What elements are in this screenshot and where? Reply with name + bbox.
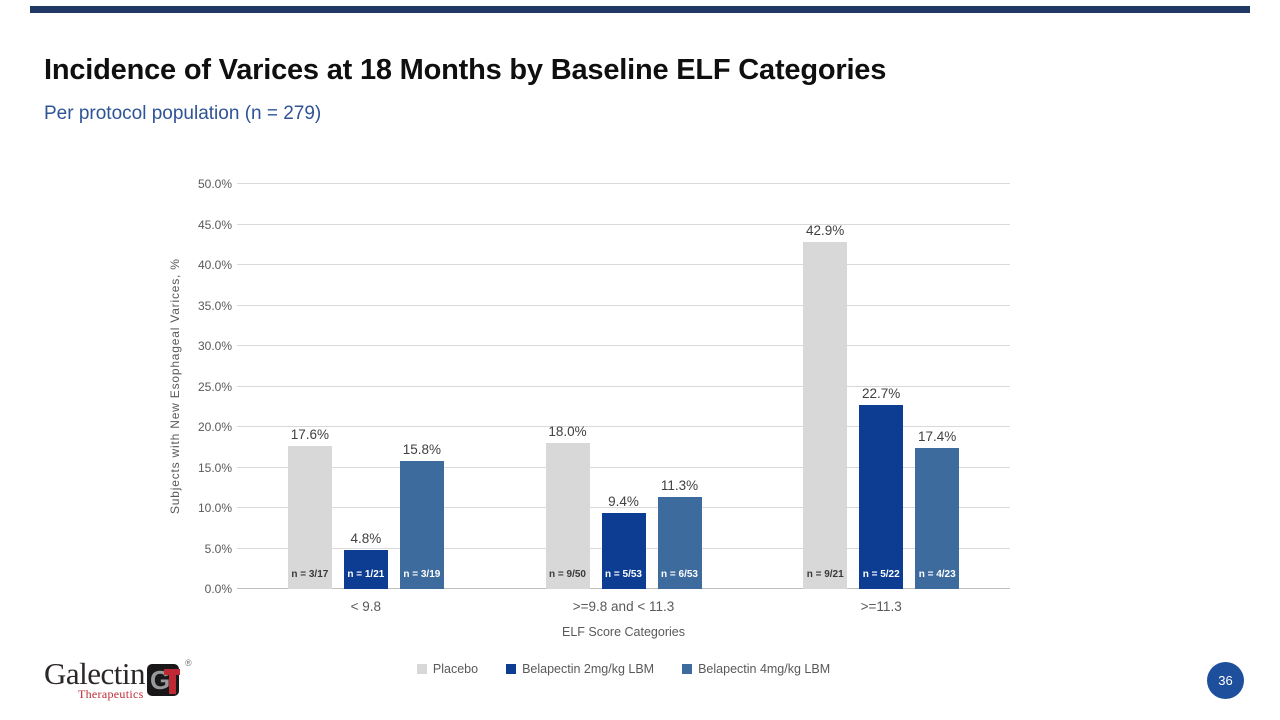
y-tick-label: 30.0% [197, 339, 232, 353]
bar: n = 3/17 [287, 446, 332, 589]
bar-n-label: n = 5/53 [605, 569, 642, 580]
bar: n = 5/22 [859, 405, 904, 589]
bar-column: 22.7% n = 5/22 [859, 184, 904, 589]
gridline [237, 264, 1010, 265]
bar-n-label: n = 3/19 [403, 569, 441, 580]
legend-label: Placebo [432, 662, 479, 676]
bar-value-label: 15.8% [402, 442, 441, 458]
page-title: Incidence of Varices at 18 Months by Bas… [44, 54, 887, 86]
plot-area: 17.6% n = 3/17 4.8% n = 1/21 15.8% n = 3/19 18… [237, 183, 1010, 589]
top-accent-bar [30, 6, 1250, 13]
bar-column: 17.6% n = 3/17 [287, 184, 332, 589]
bar-value-label: 17.4% [918, 429, 957, 445]
gridline [237, 304, 1010, 306]
bar-value-label: 18.0% [548, 424, 587, 440]
y-axis-ticks: 0.0% 5.0% 10.0% 15.0% 20.0% 25.0% 30.0% 35.0% 40… [150, 177, 232, 596]
bar-group: 17.6% n = 3/17 4.8% n = 1/21 15.8% n = 3/19 [237, 184, 495, 589]
y-tick-label: 40.0% [197, 258, 232, 272]
y-tick-label: 20.0% [197, 420, 232, 434]
gridline [237, 183, 1010, 184]
gridline [237, 507, 1010, 508]
bar-value-label: 17.6% [290, 427, 329, 443]
bar-column: 17.4% n = 4/23 [915, 184, 960, 589]
bar-n-label: n = 6/53 [661, 569, 698, 580]
bar-column: 9.4% n = 5/53 [601, 184, 646, 589]
x-axis-title: ELF Score Categories [562, 625, 685, 639]
bar: n = 6/53 [657, 497, 702, 589]
galectin-logo: Galectin Therapeutics G ® [44, 656, 244, 706]
bar-group: 18.0% n = 9/50 9.4% n = 5/53 11.3% n = 6/53 [495, 184, 753, 589]
bar-column: 15.8% n = 3/19 [399, 184, 444, 589]
logo-subtext: Therapeutics [78, 687, 144, 701]
bar: n = 3/19 [399, 461, 444, 589]
gridline [237, 385, 1010, 387]
bar-column: 11.3% n = 6/53 [657, 184, 702, 589]
y-tick-label: 45.0% [197, 217, 232, 232]
bar-n-label: n = 1/21 [347, 569, 385, 580]
legend-swatch-icon [416, 664, 427, 674]
gridline [237, 223, 1010, 225]
bar-value-label: 42.9% [806, 222, 845, 238]
legend-item: Placebo [416, 662, 479, 676]
bar: n = 5/53 [601, 512, 646, 589]
subtitle: Per protocol population (n = 279) [44, 103, 322, 124]
legend-label: Belapectin 4mg/kg LBM [698, 662, 831, 676]
legend-swatch-icon [506, 664, 517, 674]
bar-n-label: n = 9/21 [806, 569, 844, 580]
bar-value-label: 4.8% [350, 531, 382, 547]
legend-label: Belapectin 2mg/kg LBM [522, 662, 655, 676]
bar-n-label: n = 3/17 [291, 569, 329, 580]
gridline [237, 426, 1010, 427]
x-category-label: >=9.8 and < 11.3 [572, 599, 675, 614]
bar-n-label: n = 9/50 [549, 569, 586, 580]
gridline [237, 345, 1010, 346]
bar-n-label: n = 5/22 [862, 569, 900, 580]
x-category-label: >=11.3 [860, 599, 902, 614]
y-tick-label: 35.0% [197, 298, 232, 313]
gridline [237, 466, 1010, 468]
page-number-badge: 36 [1207, 662, 1244, 699]
bar-groups: 17.6% n = 3/17 4.8% n = 1/21 15.8% n = 3/19 18… [237, 184, 1010, 589]
logo-wordmark: Galectin [44, 656, 146, 691]
bar-group: 42.9% n = 9/21 22.7% n = 5/22 17.4% n = 4/23 [752, 184, 1010, 589]
y-tick-label: 25.0% [197, 379, 232, 394]
y-tick-label: 15.0% [197, 460, 232, 475]
chart-legend: Placebo Belapectin 2mg/kg LBM Belapectin 4… [237, 662, 1010, 676]
bar-value-label: 22.7% [862, 386, 901, 402]
x-axis-category-labels: < 9.8 >=9.8 and < 11.3 >=11.3 [237, 599, 1010, 614]
y-tick-label: 0.0% [204, 582, 232, 596]
bar: n = 9/50 [545, 443, 590, 589]
bar-column: 4.8% n = 1/21 [343, 184, 388, 589]
y-tick-label: 10.0% [197, 501, 232, 515]
bar-column: 18.0% n = 9/50 [545, 184, 590, 589]
bar-n-label: n = 4/23 [918, 569, 956, 580]
legend-swatch-icon [682, 664, 693, 674]
bar: n = 9/21 [803, 241, 848, 589]
bar: n = 4/23 [915, 448, 960, 589]
bar-value-label: 11.3% [660, 478, 699, 494]
registered-trademark-icon: ® [185, 658, 192, 668]
y-tick-label: 5.0% [204, 541, 232, 556]
x-category-label: < 9.8 [350, 599, 382, 614]
bar-value-label: 9.4% [608, 493, 639, 509]
y-tick-label: 50.0% [197, 177, 232, 191]
legend-item: Belapectin 4mg/kg LBM [682, 662, 830, 676]
bar-column: 42.9% n = 9/21 [803, 184, 848, 589]
bar: n = 1/21 [343, 550, 388, 589]
legend-item: Belapectin 2mg/kg LBM [506, 662, 654, 676]
galectin-monogram-icon: G [147, 664, 180, 696]
